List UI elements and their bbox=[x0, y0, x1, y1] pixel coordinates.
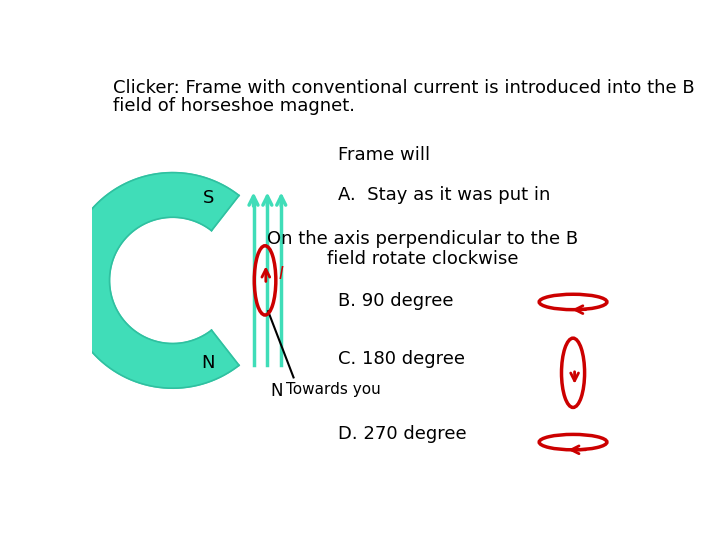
Text: N: N bbox=[270, 382, 283, 400]
Text: C. 180 degree: C. 180 degree bbox=[338, 350, 465, 368]
Text: On the axis perpendicular to the B: On the axis perpendicular to the B bbox=[267, 231, 578, 248]
Text: Frame will: Frame will bbox=[338, 146, 431, 164]
Text: S: S bbox=[202, 188, 214, 207]
Text: Clicker: Frame with conventional current is introduced into the B: Clicker: Frame with conventional current… bbox=[113, 79, 695, 97]
Text: field of horseshoe magnet.: field of horseshoe magnet. bbox=[113, 97, 356, 115]
Text: A.  Stay as it was put in: A. Stay as it was put in bbox=[338, 186, 551, 205]
Polygon shape bbox=[65, 173, 239, 388]
Text: N: N bbox=[202, 354, 215, 372]
Text: field rotate clockwise: field rotate clockwise bbox=[327, 249, 518, 268]
Text: I: I bbox=[279, 265, 284, 284]
Text: D. 270 degree: D. 270 degree bbox=[338, 425, 467, 443]
Text: B. 90 degree: B. 90 degree bbox=[338, 292, 454, 310]
Text: Towards you: Towards you bbox=[286, 382, 381, 397]
